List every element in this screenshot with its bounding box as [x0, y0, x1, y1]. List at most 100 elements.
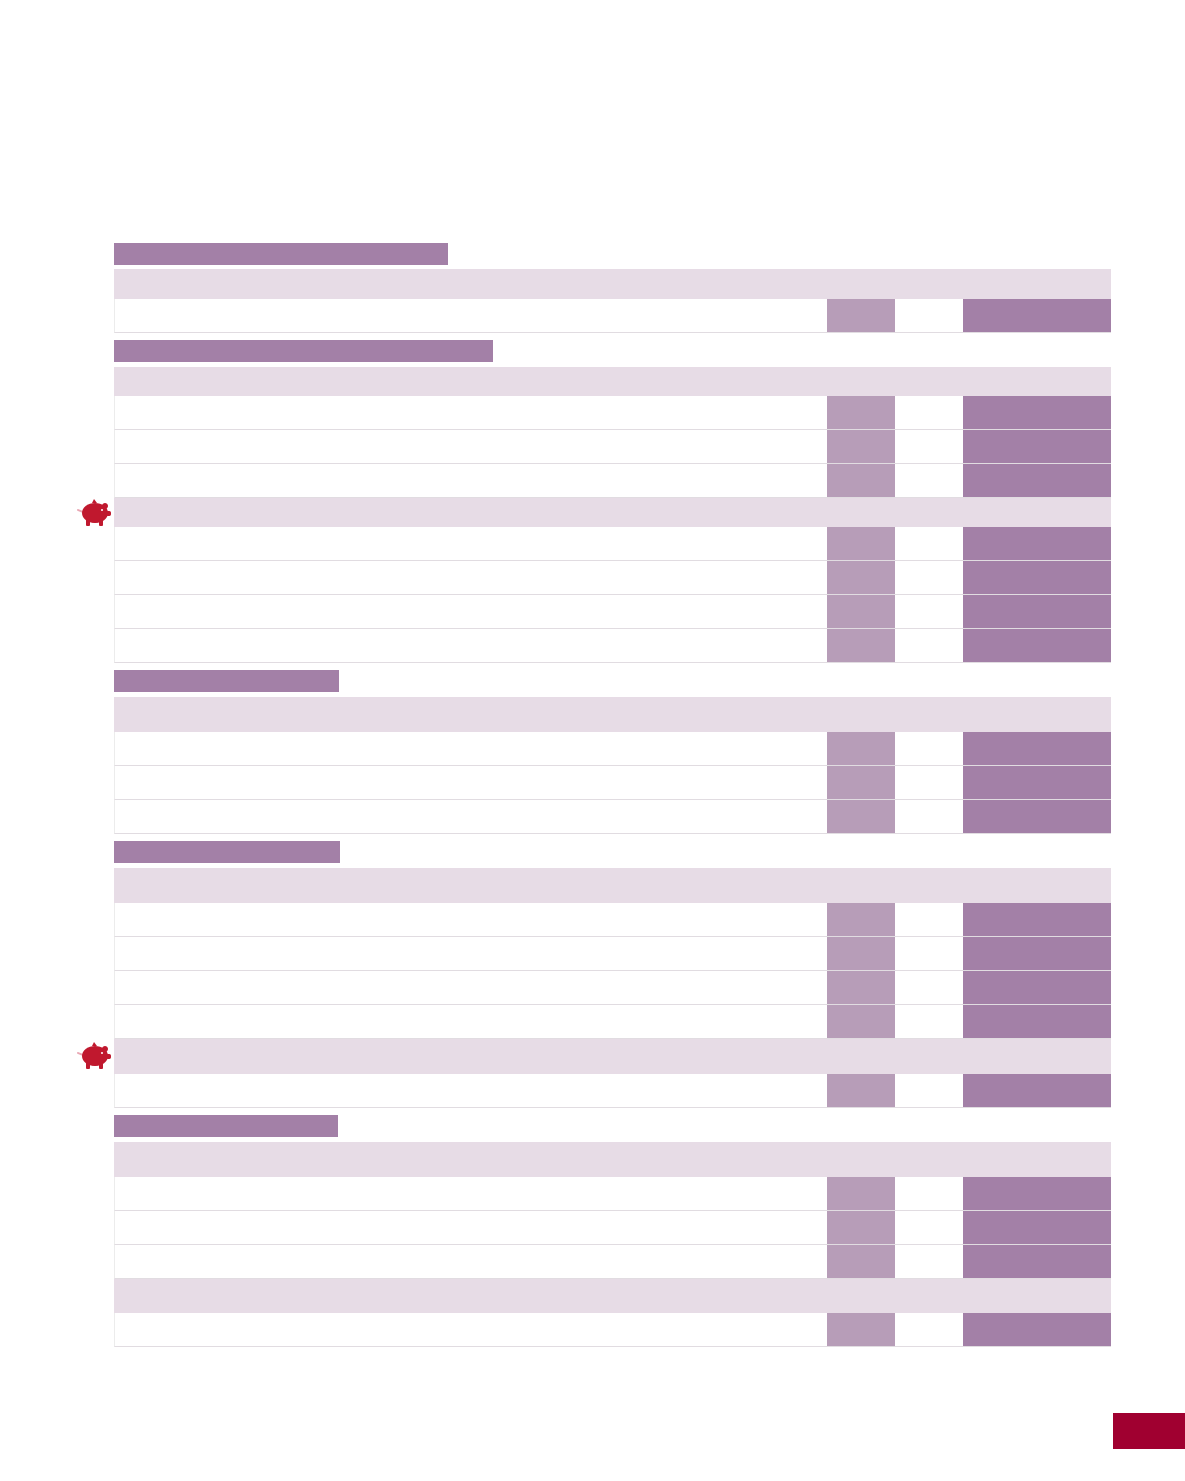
row-label: [123, 1074, 813, 1107]
value-cell-c: [963, 1074, 1111, 1107]
value-cell-b: [895, 1211, 963, 1244]
value-cell-a: [827, 903, 895, 936]
value-cell-b: [895, 1177, 963, 1210]
value-cell-b: [895, 971, 963, 1004]
value-cell-a: [827, 396, 895, 429]
value-cell-b: [895, 937, 963, 970]
row-label: [123, 800, 813, 833]
value-cell-c: [963, 299, 1111, 332]
value-cell-c: [963, 629, 1111, 662]
group-heading: [114, 1142, 1111, 1177]
value-cell-c: [963, 1005, 1111, 1038]
section-title: [114, 670, 339, 692]
row-label: [123, 396, 813, 429]
value-cell-a: [827, 1211, 895, 1244]
value-cell-c: [963, 561, 1111, 594]
value-cell-b: [895, 732, 963, 765]
value-cell-a: [827, 1005, 895, 1038]
table-row: [114, 1177, 1111, 1211]
value-cell-b: [895, 595, 963, 628]
value-cell-b: [895, 464, 963, 497]
row-label: [123, 430, 813, 463]
value-cell-b: [895, 903, 963, 936]
value-cell-c: [963, 1211, 1111, 1244]
value-cell-a: [827, 1313, 895, 1346]
value-cell-c: [963, 937, 1111, 970]
section-title: [114, 243, 448, 265]
value-cell-b: [895, 629, 963, 662]
table-row: [114, 1245, 1111, 1279]
row-label: [123, 595, 813, 628]
group-heading: [114, 498, 1111, 527]
table-row: [114, 766, 1111, 800]
table-row: [114, 800, 1111, 834]
value-cell-b: [895, 430, 963, 463]
group-heading: [114, 367, 1111, 396]
value-cell-c: [963, 971, 1111, 1004]
section-title: [114, 1115, 338, 1137]
value-cell-a: [827, 430, 895, 463]
value-cell-a: [827, 937, 895, 970]
value-cell-c: [963, 1313, 1111, 1346]
value-cell-b: [895, 527, 963, 560]
value-cell-a: [827, 971, 895, 1004]
table-row: [114, 1211, 1111, 1245]
piggy-bank-icon: [77, 1042, 111, 1069]
value-cell-c: [963, 800, 1111, 833]
row-label: [123, 1313, 813, 1346]
value-cell-c: [963, 396, 1111, 429]
section-title: [114, 841, 340, 863]
piggy-bank-icon: [77, 499, 111, 526]
table-row: [114, 561, 1111, 595]
value-cell-a: [827, 595, 895, 628]
table-row: [114, 595, 1111, 629]
table-row: [114, 732, 1111, 766]
table-row: [114, 903, 1111, 937]
value-cell-a: [827, 800, 895, 833]
value-cell-a: [827, 1245, 895, 1278]
section-title: [114, 340, 493, 362]
value-cell-c: [963, 464, 1111, 497]
value-cell-a: [827, 561, 895, 594]
group-heading: [114, 1279, 1111, 1313]
group-heading: [114, 697, 1111, 732]
value-cell-c: [963, 766, 1111, 799]
row-label: [123, 937, 813, 970]
row-label: [123, 732, 813, 765]
value-cell-c: [963, 595, 1111, 628]
row-label: [123, 629, 813, 662]
value-cell-a: [827, 1177, 895, 1210]
table-row: [114, 464, 1111, 498]
page-number-tab: [1113, 1413, 1185, 1449]
value-cell-c: [963, 903, 1111, 936]
value-cell-c: [963, 430, 1111, 463]
value-cell-c: [963, 527, 1111, 560]
table-row: [114, 1005, 1111, 1039]
row-label: [123, 1005, 813, 1038]
row-label: [123, 903, 813, 936]
row-label: [123, 1211, 813, 1244]
table-row: [114, 527, 1111, 561]
value-cell-b: [895, 800, 963, 833]
row-label: [123, 971, 813, 1004]
value-cell-a: [827, 629, 895, 662]
value-cell-c: [963, 732, 1111, 765]
value-cell-a: [827, 464, 895, 497]
value-cell-b: [895, 1313, 963, 1346]
value-cell-a: [827, 1074, 895, 1107]
value-cell-b: [895, 299, 963, 332]
table-row: [114, 937, 1111, 971]
table-row: [114, 299, 1111, 333]
row-label: [123, 299, 813, 332]
row-label: [123, 464, 813, 497]
table-row: [114, 1074, 1111, 1108]
value-cell-b: [895, 1245, 963, 1278]
row-label: [123, 561, 813, 594]
table-row: [114, 971, 1111, 1005]
group-heading: [114, 1039, 1111, 1074]
group-heading: [114, 269, 1111, 299]
value-cell-a: [827, 527, 895, 560]
table-row: [114, 629, 1111, 663]
value-cell-a: [827, 732, 895, 765]
